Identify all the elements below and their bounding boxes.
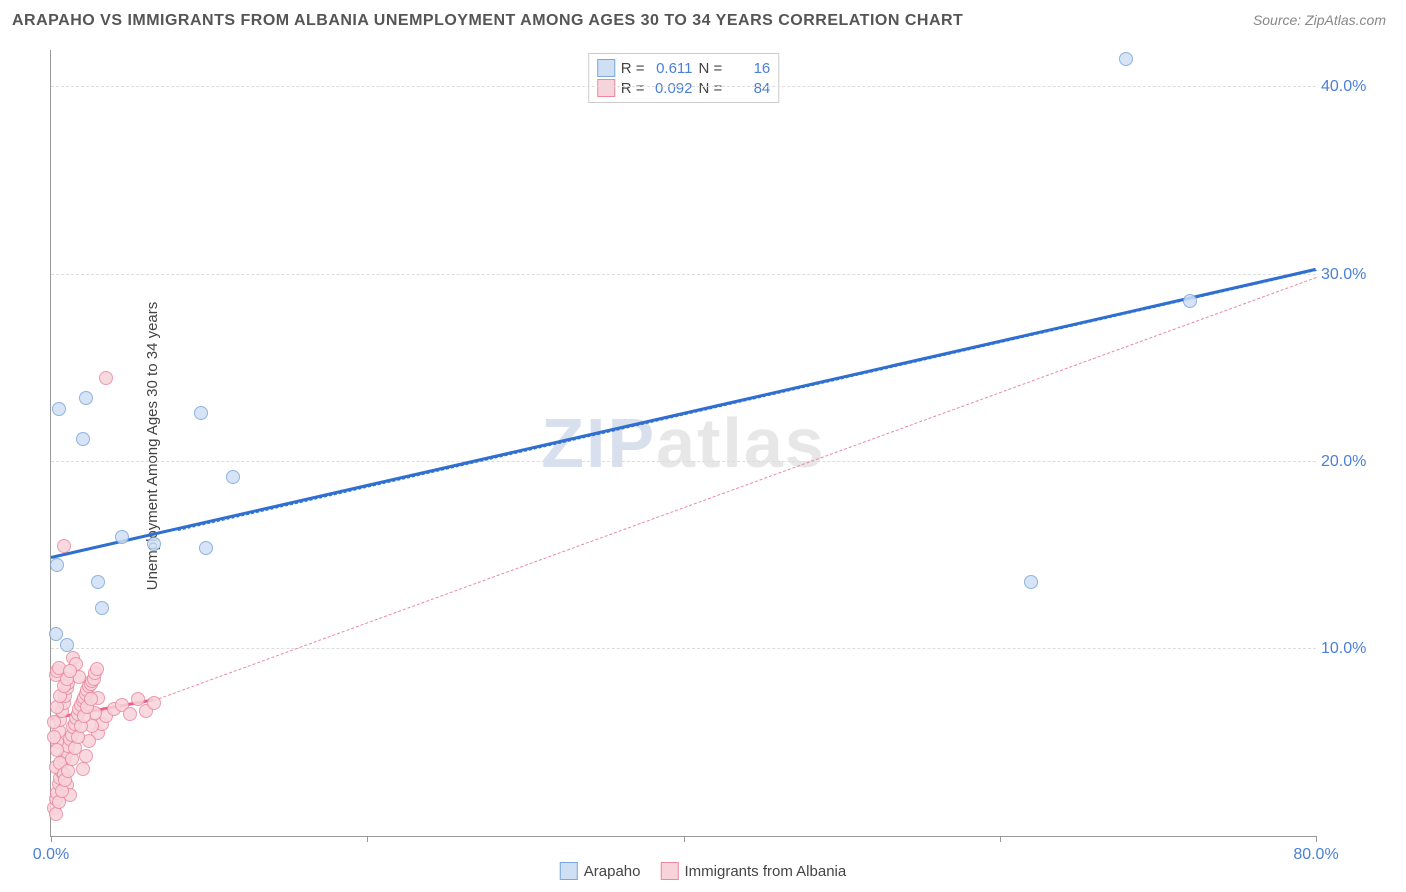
xtick-mark xyxy=(51,836,52,842)
xtick-mark xyxy=(1000,836,1001,842)
data-point xyxy=(52,402,66,416)
swatch-albania xyxy=(597,79,615,97)
data-point xyxy=(147,537,161,551)
data-point xyxy=(99,371,113,385)
source-label: Source: ZipAtlas.com xyxy=(1253,12,1386,28)
ytick-label: 30.0% xyxy=(1321,266,1391,284)
xtick-label: 0.0% xyxy=(33,846,69,864)
data-point xyxy=(91,575,105,589)
ytick-label: 40.0% xyxy=(1321,78,1391,96)
data-point xyxy=(226,470,240,484)
trend-line xyxy=(51,268,1317,559)
data-point xyxy=(90,662,104,676)
data-point xyxy=(115,530,129,544)
data-point xyxy=(57,539,71,553)
data-point xyxy=(47,715,61,729)
data-point xyxy=(194,406,208,420)
data-point xyxy=(63,664,77,678)
legend-item-arapaho: Arapaho xyxy=(560,862,641,880)
data-point xyxy=(123,707,137,721)
r-value-arapaho: 0.611 xyxy=(651,60,693,77)
legend-row-arapaho: R = 0.611 N = 16 xyxy=(597,58,771,78)
grid-line xyxy=(51,86,1316,87)
r-value-albania: 0.092 xyxy=(651,80,693,97)
xtick-label: 80.0% xyxy=(1293,846,1338,864)
legend-series: Arapaho Immigrants from Albania xyxy=(560,862,846,880)
swatch-arapaho xyxy=(560,862,578,880)
r-label: R = xyxy=(621,60,645,77)
data-point xyxy=(50,743,64,757)
swatch-arapaho xyxy=(597,59,615,77)
data-point xyxy=(49,627,63,641)
swatch-albania xyxy=(660,862,678,880)
grid-line xyxy=(51,274,1316,275)
data-point xyxy=(79,391,93,405)
data-point xyxy=(47,730,61,744)
chart-container: ARAPAHO VS IMMIGRANTS FROM ALBANIA UNEMP… xyxy=(0,0,1406,892)
data-point xyxy=(95,601,109,615)
r-label: R = xyxy=(621,80,645,97)
legend-label-albania: Immigrants from Albania xyxy=(684,863,846,880)
data-point xyxy=(84,692,98,706)
data-point xyxy=(199,541,213,555)
legend-item-albania: Immigrants from Albania xyxy=(660,862,846,880)
legend-label-arapaho: Arapaho xyxy=(584,863,641,880)
n-value-arapaho: 16 xyxy=(728,60,770,77)
legend-correlation: R = 0.611 N = 16 R = 0.092 N = 84 xyxy=(588,53,780,103)
n-label: N = xyxy=(699,60,723,77)
xtick-mark xyxy=(684,836,685,842)
data-point xyxy=(60,638,74,652)
ytick-label: 20.0% xyxy=(1321,453,1391,471)
n-value-albania: 84 xyxy=(728,80,770,97)
legend-row-albania: R = 0.092 N = 84 xyxy=(597,78,771,98)
trend-line-ext xyxy=(154,277,1317,701)
xtick-mark xyxy=(1316,836,1317,842)
data-point xyxy=(1183,294,1197,308)
xtick-mark xyxy=(367,836,368,842)
data-point xyxy=(76,762,90,776)
plot-area: ZIPatlas R = 0.611 N = 16 R = 0.092 N = … xyxy=(50,50,1316,837)
data-point xyxy=(1024,575,1038,589)
data-point xyxy=(50,558,64,572)
n-label: N = xyxy=(699,80,723,97)
data-point xyxy=(147,696,161,710)
grid-line xyxy=(51,461,1316,462)
ytick-label: 10.0% xyxy=(1321,640,1391,658)
chart-title: ARAPAHO VS IMMIGRANTS FROM ALBANIA UNEMP… xyxy=(12,12,963,30)
data-point xyxy=(1119,52,1133,66)
grid-line xyxy=(51,648,1316,649)
data-point xyxy=(76,432,90,446)
